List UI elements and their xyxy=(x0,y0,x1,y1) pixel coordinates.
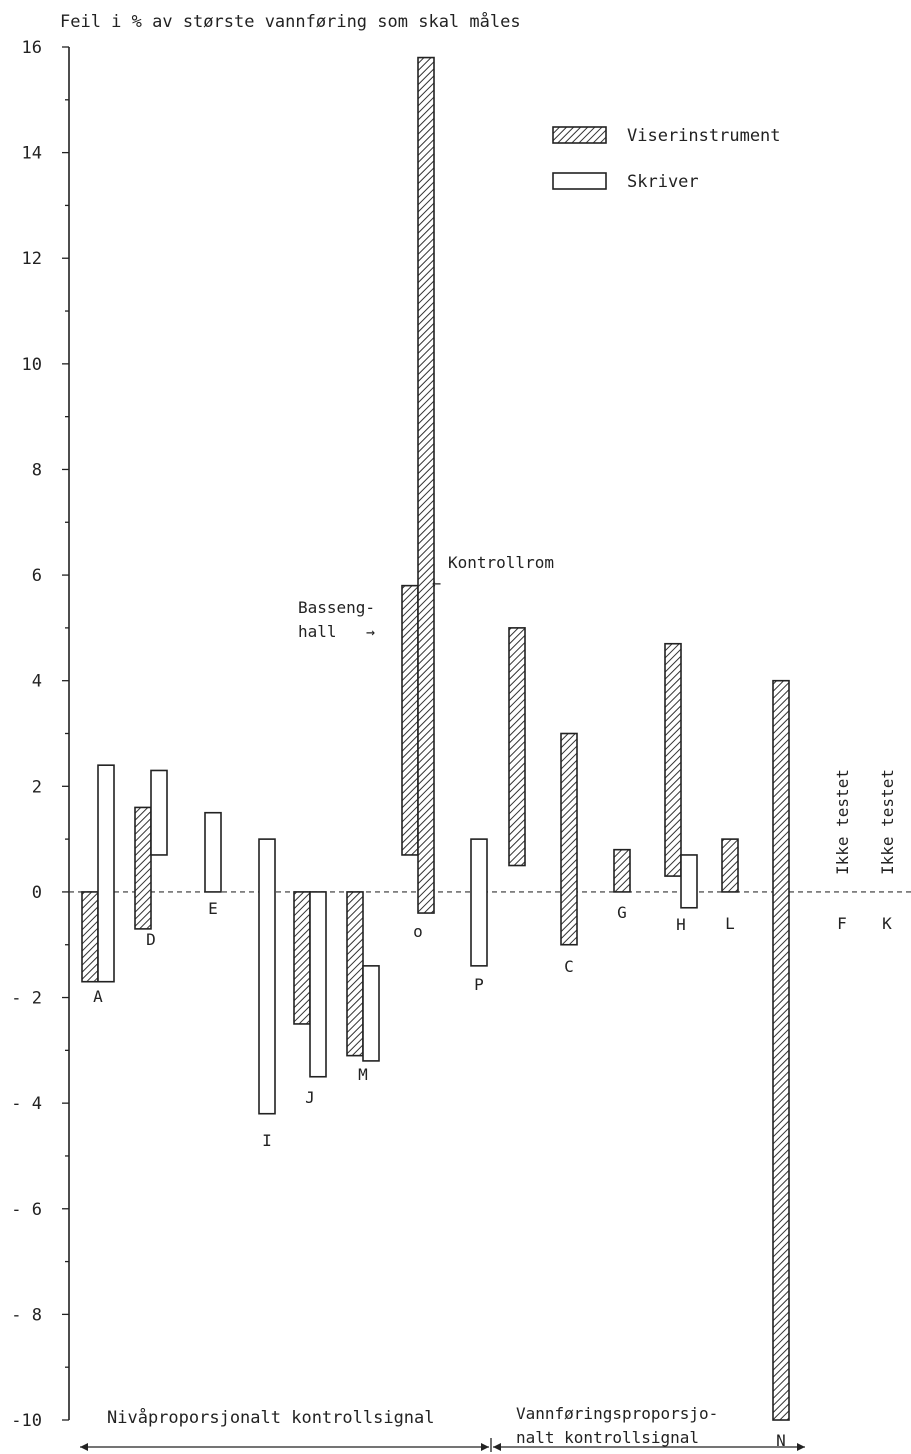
bar-viserinstrument-unlabeled xyxy=(508,627,526,867)
bar-viserinstrument-A xyxy=(81,891,99,983)
bar-viserinstrument-o xyxy=(401,584,419,856)
bar-skriver-E xyxy=(204,811,222,893)
bar-label-H: H xyxy=(676,915,686,934)
bar-viserinstrument-N xyxy=(772,679,790,1421)
bar-viserinstrument-H xyxy=(664,642,682,877)
y-tick-label: 6 xyxy=(32,566,42,586)
section-label-niva: Nivåproporsjonalt kontrollsignal xyxy=(107,1407,435,1428)
bar-label-J: J xyxy=(305,1088,315,1107)
status-label: Ikke testet xyxy=(878,769,897,875)
bar-label-o: o xyxy=(413,922,423,941)
bar-skriver-A xyxy=(97,764,115,983)
labels-layer: A D E I J Mo P C G H L N F Ikke testet K Ikke testet xyxy=(93,769,897,1450)
bar-label-D: D xyxy=(146,930,156,949)
bar-viserinstrument-C xyxy=(560,732,578,946)
y-tick-label: 4 xyxy=(32,672,42,692)
bar-label-A: A xyxy=(93,987,103,1006)
bar-label-P: P xyxy=(474,975,484,994)
section-arrow-vannforing-head-right xyxy=(797,1443,805,1451)
y-tick-label: 16 xyxy=(22,38,42,58)
bar-label-G: G xyxy=(617,903,627,922)
chart-title: Feil i % av største vannføring som skal … xyxy=(60,11,521,32)
bar-viserinstrument-J xyxy=(293,891,311,1025)
bar-label-E: E xyxy=(208,899,218,918)
y-tick-label: - 6 xyxy=(11,1200,42,1220)
section-label-vannforing-line2: nalt kontrollsignal xyxy=(516,1428,699,1447)
legend-label-viserinstrument: Viserinstrument xyxy=(627,126,781,146)
annotation-basseng-line2: hall xyxy=(298,622,337,641)
section-label-vannforing-line1: Vannføringsproporsjo- xyxy=(516,1404,718,1423)
bars-layer xyxy=(81,56,790,1421)
bar-skriver-H xyxy=(680,854,698,909)
bar-viserinstrument-D xyxy=(134,806,152,930)
annotation-basseng-line1: Basseng- xyxy=(298,598,375,617)
legend-label-skriver: Skriver xyxy=(627,172,699,192)
bar-viserinstrument-L xyxy=(721,838,739,893)
bar-viserinstrument-G xyxy=(613,848,631,893)
legend: Viserinstrument Skriver xyxy=(552,126,781,192)
bar-viserinstrument-M xyxy=(346,891,364,1057)
annotation-kontrollrom-arrow: ← xyxy=(432,574,441,592)
bar-label-C: C xyxy=(564,957,574,976)
bar-label-I: I xyxy=(262,1131,272,1150)
y-tick-label: - 8 xyxy=(11,1305,42,1325)
bar-label-M: M xyxy=(358,1065,368,1084)
bar-skriver-P xyxy=(470,838,488,967)
sections-layer: Nivåproporsjonalt kontrollsignal Vannføri… xyxy=(80,1404,805,1452)
bar-label-K: K xyxy=(882,914,892,933)
bar-label-N: N xyxy=(776,1431,786,1450)
annotations-layer: Basseng-hall → Kontrollrom ← xyxy=(298,553,554,641)
bar-skriver-J xyxy=(309,891,327,1078)
y-tick-label: -10 xyxy=(11,1411,42,1431)
y-tick-label: 2 xyxy=(32,777,42,797)
bar-skriver-I xyxy=(258,838,276,1115)
annotation-kontrollrom: Kontrollrom xyxy=(448,553,554,572)
legend-swatch-viserinstrument xyxy=(552,126,607,144)
status-label: Ikke testet xyxy=(833,769,852,875)
bar-viserinstrument-o xyxy=(417,56,435,914)
section-arrow-niva-head-right xyxy=(481,1443,489,1451)
y-tick-label: - 4 xyxy=(11,1094,42,1114)
y-tick-label: 0 xyxy=(32,883,42,903)
bar-skriver-D xyxy=(150,769,168,856)
y-tick-label: 14 xyxy=(22,144,42,164)
annotation-basseng-arrow: → xyxy=(366,623,375,641)
section-arrow-niva-head-left xyxy=(80,1443,88,1451)
bar-skriver-M xyxy=(362,965,380,1062)
y-axis: 16 14 12 10 8 6 4 2 0 - 2 - 4 - 6 - 8 -10 Feil i % av … xyxy=(11,11,911,1431)
y-tick-label: - 2 xyxy=(11,989,42,1009)
bar-label-L: L xyxy=(725,914,735,933)
y-tick-label: 12 xyxy=(22,249,42,269)
section-arrow-vannforing-head-left xyxy=(493,1443,501,1451)
legend-swatch-skriver xyxy=(552,172,607,190)
y-tick-label: 10 xyxy=(22,355,42,375)
bar-label-F: F xyxy=(837,914,847,933)
y-tick-label: 8 xyxy=(32,460,42,480)
